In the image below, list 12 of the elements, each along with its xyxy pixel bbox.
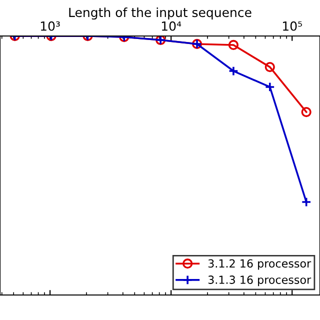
- x-tick-label: 10⁵: [283, 21, 302, 31]
- x-tick-label: 10³: [40, 21, 60, 31]
- point: [301, 196, 312, 208]
- x-tick-label: 10⁴: [162, 21, 182, 31]
- point: [264, 82, 275, 92]
- point: [228, 66, 239, 76]
- x-axis-title: Length of the input sequence: [69, 7, 252, 20]
- point: [264, 62, 275, 72]
- legend-label: 3.1.3 16 processor: [208, 276, 312, 286]
- point: [301, 106, 312, 118]
- point: [228, 40, 239, 50]
- legend-label: 3.1.2 16 processor: [208, 259, 312, 270]
